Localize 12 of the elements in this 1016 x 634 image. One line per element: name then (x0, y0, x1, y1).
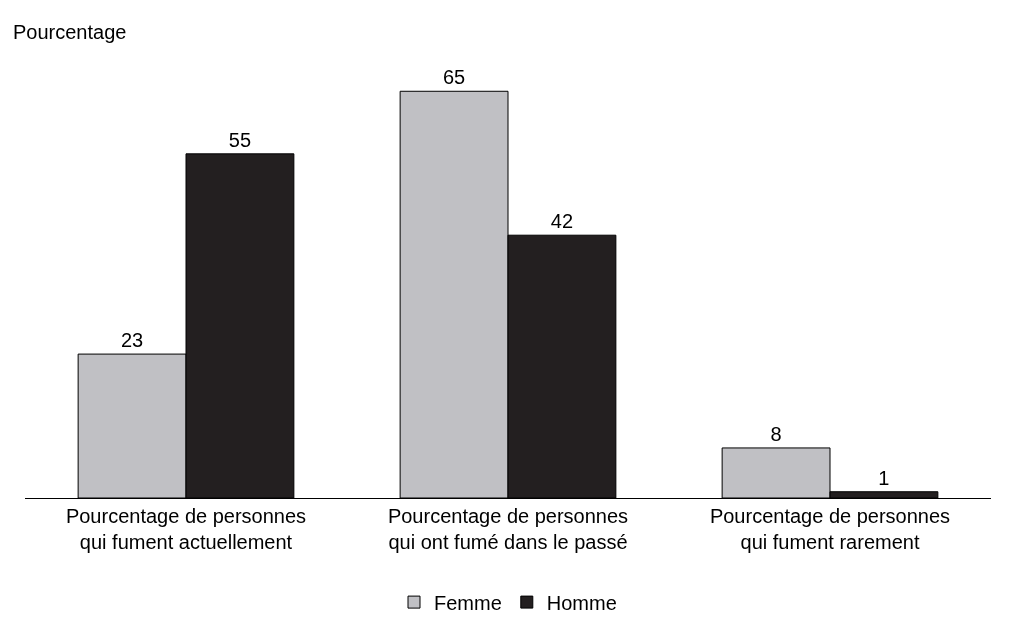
data-label: 65 (442, 66, 466, 89)
x-tick-label: Pourcentage de personnes qui ont fumé dans le passé (387, 505, 629, 553)
x-tick-label: Pourcentage de personnes qui fument actuellement (65, 505, 307, 553)
data-label: 8 (770, 422, 782, 445)
data-label: 55 (228, 128, 252, 151)
data-label: 42 (550, 210, 574, 233)
data-label: 1 (878, 466, 890, 489)
legend-label: Homme (546, 591, 617, 614)
y-axis-title: Pourcentage (13, 21, 127, 43)
legend-label: Femme (434, 591, 502, 614)
x-tick-label: Pourcentage de personnes qui fument rarement (709, 505, 951, 553)
data-label: 23 (120, 329, 144, 352)
